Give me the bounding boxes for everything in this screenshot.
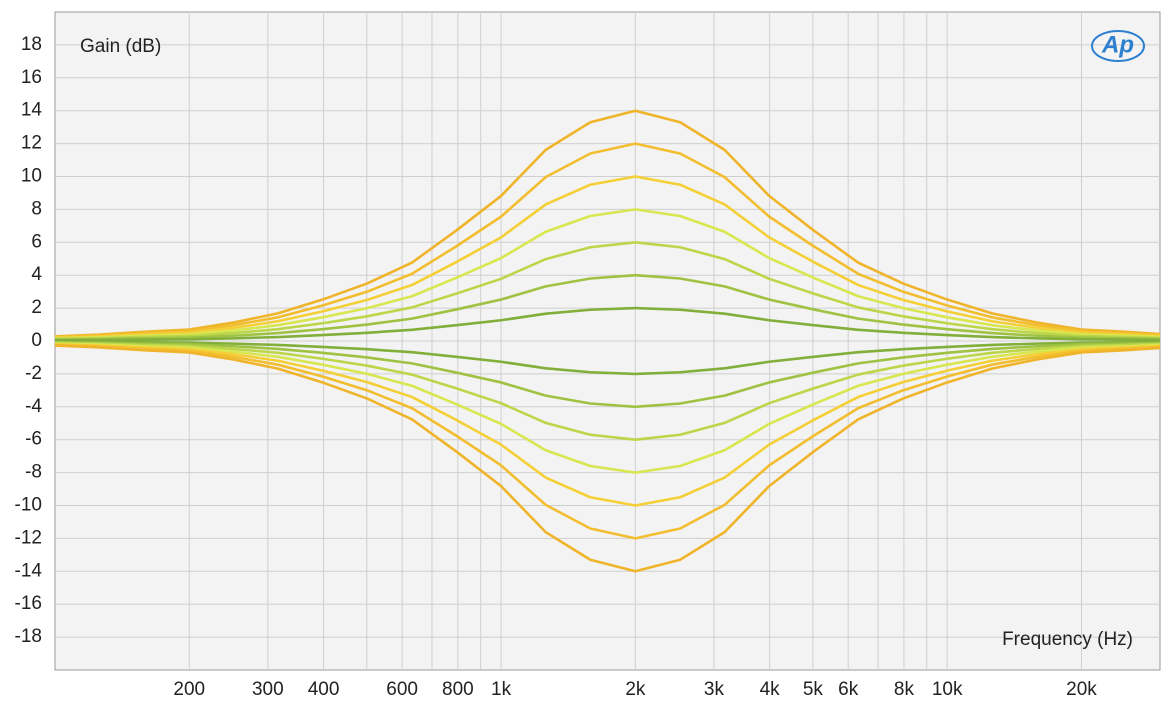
x-tick-label: 10k: [932, 679, 963, 700]
y-tick-label: -8: [25, 462, 42, 483]
y-axis-label: Gain (dB): [80, 36, 161, 57]
y-tick-label: -2: [25, 363, 42, 384]
y-tick-label: -14: [15, 560, 43, 581]
y-tick-label: 12: [21, 133, 42, 154]
gain-curve: [54, 109, 1161, 338]
x-tick-label: 8k: [894, 679, 915, 700]
y-tick-label: -12: [15, 527, 42, 548]
curves: [54, 109, 1161, 573]
x-tick-label: 2k: [625, 679, 646, 700]
gain-curve: [54, 343, 1161, 540]
x-tick-label: 400: [308, 679, 340, 700]
gain-curve: [54, 344, 1161, 573]
x-axis-label: Frequency (Hz): [1002, 629, 1133, 650]
y-tick-label: 16: [21, 67, 42, 88]
y-tick-label: 8: [31, 198, 42, 219]
y-tick-label: 0: [31, 330, 42, 351]
x-tick-label: 1k: [491, 679, 512, 700]
y-tick-label: 14: [21, 100, 43, 121]
x-tick-label: 200: [173, 679, 205, 700]
y-tick-label: -10: [15, 495, 42, 516]
y-tick-label: 4: [31, 264, 42, 285]
x-tick-label: 6k: [838, 679, 859, 700]
y-tick-label: 2: [31, 297, 42, 318]
x-tick-label: 600: [386, 679, 418, 700]
gain-curve: [54, 241, 1161, 341]
logo-ring: [1091, 30, 1145, 62]
y-tick-label: 6: [31, 231, 42, 252]
gain-curve: [54, 306, 1161, 342]
gain-curve: [54, 142, 1161, 339]
gain-curve: [54, 208, 1161, 340]
gain-curve: [54, 341, 1161, 441]
x-tick-label: 20k: [1066, 679, 1097, 700]
x-tick-label: 300: [252, 679, 284, 700]
logo: Ap: [1101, 31, 1134, 58]
grid: [55, 12, 1160, 670]
gain-curve: [54, 341, 1161, 409]
x-tick-label: 3k: [704, 679, 725, 700]
gain-curve: [54, 342, 1161, 474]
x-tick-label: 4k: [760, 679, 781, 700]
gain-curve: [54, 175, 1161, 340]
y-tick-label: 10: [21, 166, 42, 187]
y-tick-label: -18: [15, 626, 42, 647]
gain-curve: [54, 273, 1161, 341]
y-tick-label: -6: [25, 429, 42, 450]
y-tick-label: 18: [21, 34, 42, 55]
x-tick-label: 800: [442, 679, 474, 700]
x-tick-label: 5k: [803, 679, 824, 700]
y-tick-label: -16: [15, 593, 42, 614]
gain-curve: [54, 340, 1161, 376]
gain-curve: [54, 342, 1161, 507]
y-tick-label: -4: [25, 396, 42, 417]
